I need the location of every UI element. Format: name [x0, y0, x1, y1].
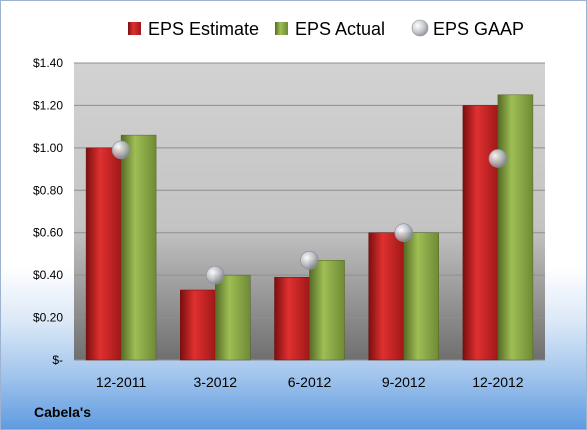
eps-gaap-marker: [488, 149, 508, 168]
y-tick-label: $0.80: [33, 183, 63, 197]
y-axis-ticks: $- $0.20 $0.40 $0.60 $0.80 $1.00 $1.20 $1.40: [33, 56, 63, 367]
eps-actual-bar: [497, 94, 534, 361]
eps-actual-bar: [309, 260, 345, 361]
legend-label: EPS GAAP: [433, 19, 524, 39]
x-axis-ticks: 12-2011 3-2012 6-2012 9-2012 12-2012: [96, 374, 524, 390]
y-tick-label: $0.60: [33, 226, 63, 240]
y-tick-label: $0.40: [33, 268, 63, 282]
eps-gaap-legend-swatch: [411, 19, 429, 37]
eps-estimate-bar: [180, 289, 216, 361]
eps-estimate-bar: [462, 105, 499, 361]
y-tick-label: $1.20: [33, 98, 63, 112]
company-label: Cabela's: [34, 404, 92, 420]
x-tick-label: 6-2012: [288, 374, 332, 390]
legend-label: EPS Actual: [295, 19, 385, 39]
x-tick-label: 12-2011: [96, 374, 147, 390]
legend-label: EPS Estimate: [148, 19, 259, 39]
legend: EPS Estimate EPS Actual EPS GAAP: [128, 19, 524, 39]
eps-gaap-marker: [394, 223, 414, 243]
x-tick-label: 12-2012: [472, 374, 524, 390]
y-tick-label: $-: [52, 353, 63, 367]
x-tick-label: 3-2012: [194, 374, 238, 390]
eps-estimate-bar: [368, 232, 404, 361]
eps-gaap-marker: [206, 265, 225, 285]
bars: [85, 94, 534, 361]
eps-gaap-marker: [300, 250, 319, 270]
eps-gaap-marker: [111, 140, 131, 160]
eps-estimate-bar: [85, 147, 122, 361]
eps-actual-legend-swatch: [275, 22, 288, 35]
x-tick-label: 9-2012: [382, 374, 426, 390]
y-tick-label: $1.40: [33, 56, 63, 70]
eps-actual-bar: [215, 274, 251, 361]
gaap-markers: [111, 140, 508, 285]
eps-actual-bar: [403, 232, 439, 361]
y-tick-label: $0.20: [33, 311, 63, 325]
eps-actual-bar: [120, 134, 157, 361]
y-tick-label: $1.00: [33, 141, 63, 155]
eps-estimate-bar: [274, 277, 310, 361]
eps-estimate-legend-swatch: [128, 22, 141, 35]
